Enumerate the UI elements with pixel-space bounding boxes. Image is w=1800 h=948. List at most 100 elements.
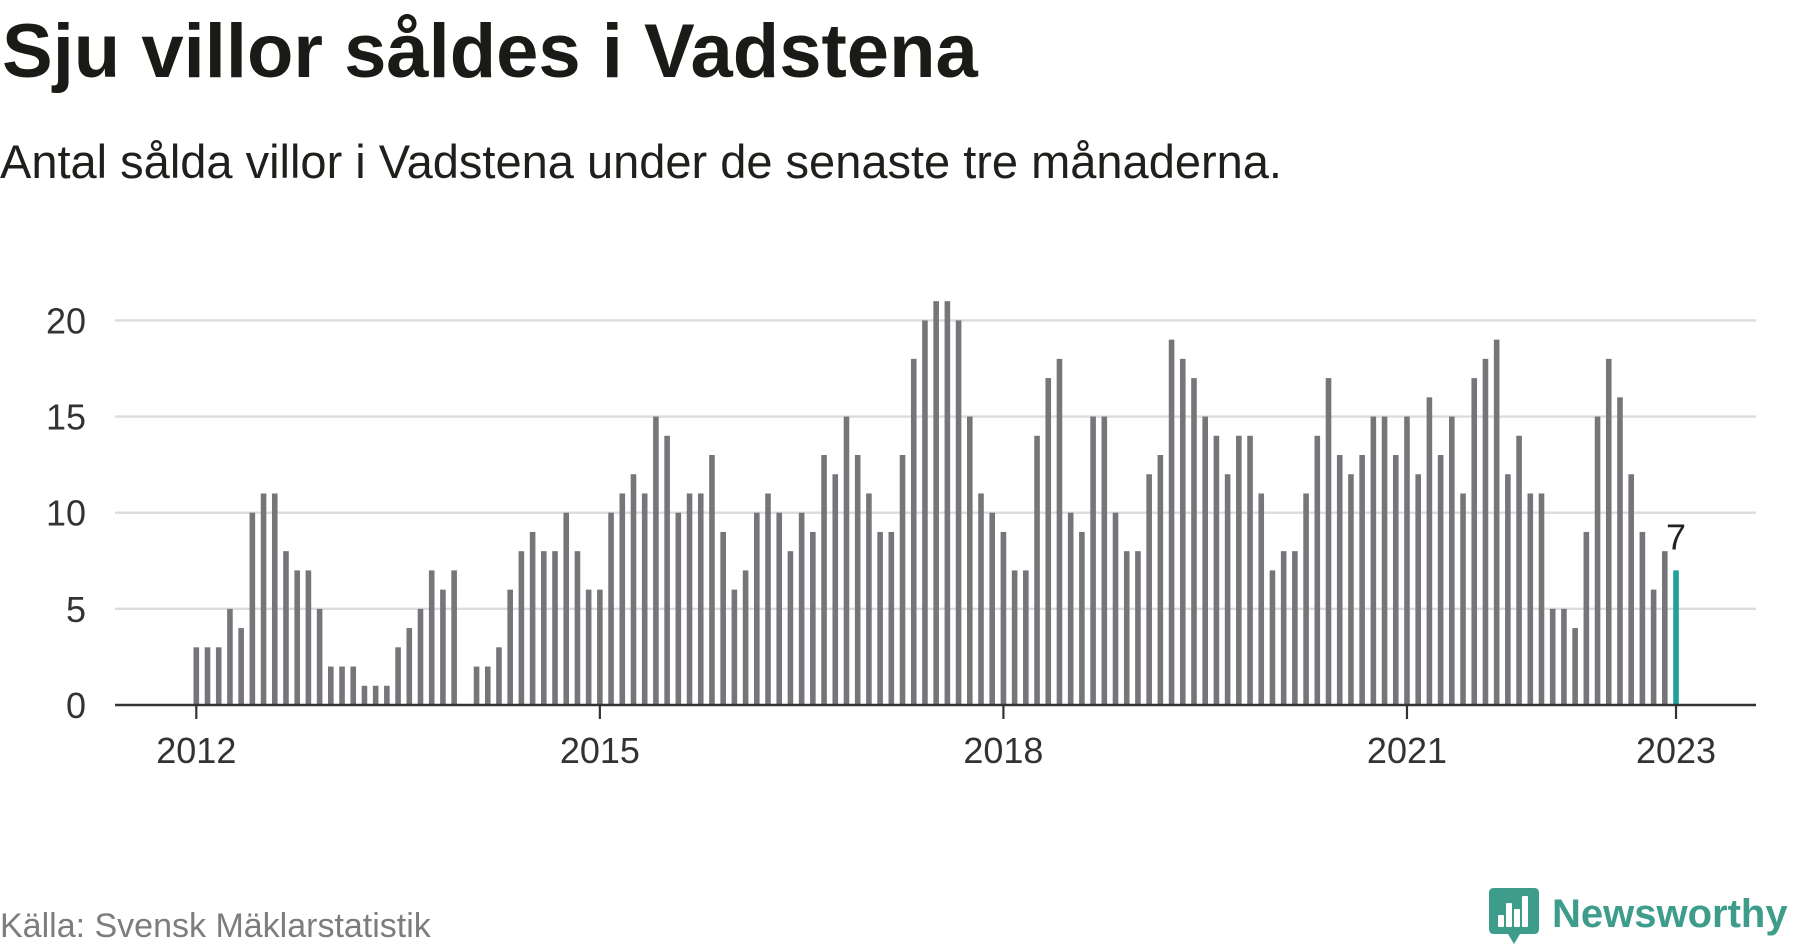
bar-2019-02 bbox=[1146, 474, 1152, 705]
chart-title: Sju villor såldes i Vadstena bbox=[2, 9, 978, 94]
bar-2014-09 bbox=[552, 551, 558, 705]
bar-2019-08 bbox=[1213, 435, 1220, 705]
bar-2016-04 bbox=[765, 493, 771, 705]
bar-2022-11 bbox=[1650, 589, 1657, 705]
y-tick-label: 15 bbox=[46, 397, 86, 438]
bar-2013-08 bbox=[406, 628, 413, 705]
bar-2017-03 bbox=[888, 531, 895, 705]
bar-2016-01 bbox=[731, 589, 738, 705]
bar-2021-11 bbox=[1516, 435, 1522, 705]
bar-2015-11 bbox=[709, 455, 715, 705]
bar-2018-11 bbox=[1112, 512, 1119, 705]
bar-2017-11 bbox=[978, 493, 984, 705]
bar-2018-12 bbox=[1123, 551, 1130, 705]
bar-2019-10 bbox=[1236, 435, 1242, 705]
x-tick-label: 2023 bbox=[1636, 730, 1716, 771]
bar-2022-01 bbox=[1538, 493, 1545, 705]
bar-2018-03 bbox=[1023, 570, 1029, 705]
bar-2013-06 bbox=[384, 685, 390, 705]
bar-2015-07 bbox=[664, 435, 670, 705]
bar-2016-11 bbox=[843, 416, 850, 705]
annotations: 7 bbox=[1666, 516, 1686, 557]
bar-2016-09 bbox=[821, 455, 827, 705]
bar-2014-04 bbox=[496, 647, 502, 705]
bar-2018-04 bbox=[1034, 435, 1040, 705]
source-note: Källa: Svensk Mäklarstatistik bbox=[0, 907, 431, 945]
bar-2012-12 bbox=[316, 608, 323, 705]
bar-2017-02 bbox=[877, 531, 883, 705]
bar-2021-04 bbox=[1437, 455, 1444, 705]
bar-2014-06 bbox=[518, 551, 525, 705]
bar-2012-02 bbox=[204, 647, 211, 705]
bar-2020-05 bbox=[1314, 435, 1321, 705]
bar-2018-02 bbox=[1011, 570, 1018, 705]
bar-2012-04 bbox=[227, 608, 233, 705]
bar-2022-12 bbox=[1662, 551, 1668, 705]
bar-2021-05 bbox=[1449, 416, 1455, 705]
bar-2019-06 bbox=[1191, 378, 1197, 705]
bar-2017-04 bbox=[899, 455, 906, 705]
bar-2015-05 bbox=[641, 493, 648, 705]
bar-2017-06 bbox=[922, 320, 928, 705]
bar-2017-09 bbox=[955, 320, 962, 705]
bar-2014-08 bbox=[541, 551, 547, 705]
bar-2016-05 bbox=[776, 512, 783, 705]
bar-2013-09 bbox=[417, 608, 424, 705]
chart-subtitle: Antal sålda villor i Vadstena under de s… bbox=[0, 135, 1282, 188]
y-axis-labels: 0 5 10 15 20 bbox=[46, 300, 86, 726]
bars bbox=[193, 301, 1679, 705]
bar-2021-08 bbox=[1482, 358, 1489, 705]
bar-2012-06 bbox=[249, 512, 256, 705]
bar-2021-12 bbox=[1527, 493, 1534, 705]
bar-2013-02 bbox=[339, 666, 345, 705]
bar-2012-09 bbox=[283, 551, 289, 705]
bar-2020-06 bbox=[1325, 378, 1332, 705]
bar-2020-04 bbox=[1303, 493, 1309, 705]
x-tick-label: 2018 bbox=[963, 730, 1043, 771]
bar-2020-03 bbox=[1292, 551, 1298, 705]
bar-2015-09 bbox=[686, 493, 693, 705]
bar-2020-11 bbox=[1381, 416, 1388, 705]
bar-2015-03 bbox=[619, 493, 626, 705]
bar-2018-10 bbox=[1101, 416, 1108, 705]
x-tick-label: 2015 bbox=[560, 730, 640, 771]
bar-2012-08 bbox=[271, 493, 278, 705]
bar-2019-07 bbox=[1202, 416, 1208, 705]
bar-2014-10 bbox=[563, 512, 570, 705]
bar-2014-07 bbox=[529, 531, 536, 705]
bar-2013-07 bbox=[395, 647, 401, 705]
bar-2015-06 bbox=[653, 416, 659, 705]
bar-2019-09 bbox=[1224, 474, 1231, 705]
bar-2017-05 bbox=[910, 358, 917, 705]
bar-2014-02 bbox=[473, 666, 480, 705]
bar-2017-12 bbox=[989, 512, 996, 705]
bar-2021-09 bbox=[1493, 339, 1500, 705]
highlight-data-label: 7 bbox=[1666, 516, 1686, 557]
y-tick-label: 20 bbox=[46, 300, 86, 341]
bar-2016-02 bbox=[742, 570, 749, 705]
bar-2020-02 bbox=[1280, 551, 1287, 705]
bar-2018-08 bbox=[1079, 531, 1085, 705]
bar-2022-06 bbox=[1594, 416, 1601, 705]
bar-2012-11 bbox=[305, 570, 312, 705]
bar-2021-10 bbox=[1505, 474, 1511, 705]
bar-2015-04 bbox=[630, 474, 637, 705]
bar-2020-10 bbox=[1370, 416, 1377, 705]
bar-2017-01 bbox=[866, 493, 872, 705]
bar-2012-05 bbox=[238, 628, 244, 705]
bar-2016-06 bbox=[787, 551, 794, 705]
bar-2016-07 bbox=[798, 512, 805, 705]
bar-2020-09 bbox=[1359, 455, 1365, 705]
bar-2021-03 bbox=[1426, 397, 1433, 705]
bar-2015-02 bbox=[608, 512, 614, 705]
bar-2022-10 bbox=[1639, 531, 1646, 705]
bar-2021-02 bbox=[1415, 474, 1421, 705]
bar-2021-06 bbox=[1460, 493, 1466, 705]
bar-2012-10 bbox=[294, 570, 300, 705]
bar-2019-12 bbox=[1258, 493, 1265, 705]
bar-2022-04 bbox=[1572, 628, 1578, 705]
bar-2013-01 bbox=[328, 666, 334, 705]
bar-2018-05 bbox=[1045, 378, 1052, 705]
